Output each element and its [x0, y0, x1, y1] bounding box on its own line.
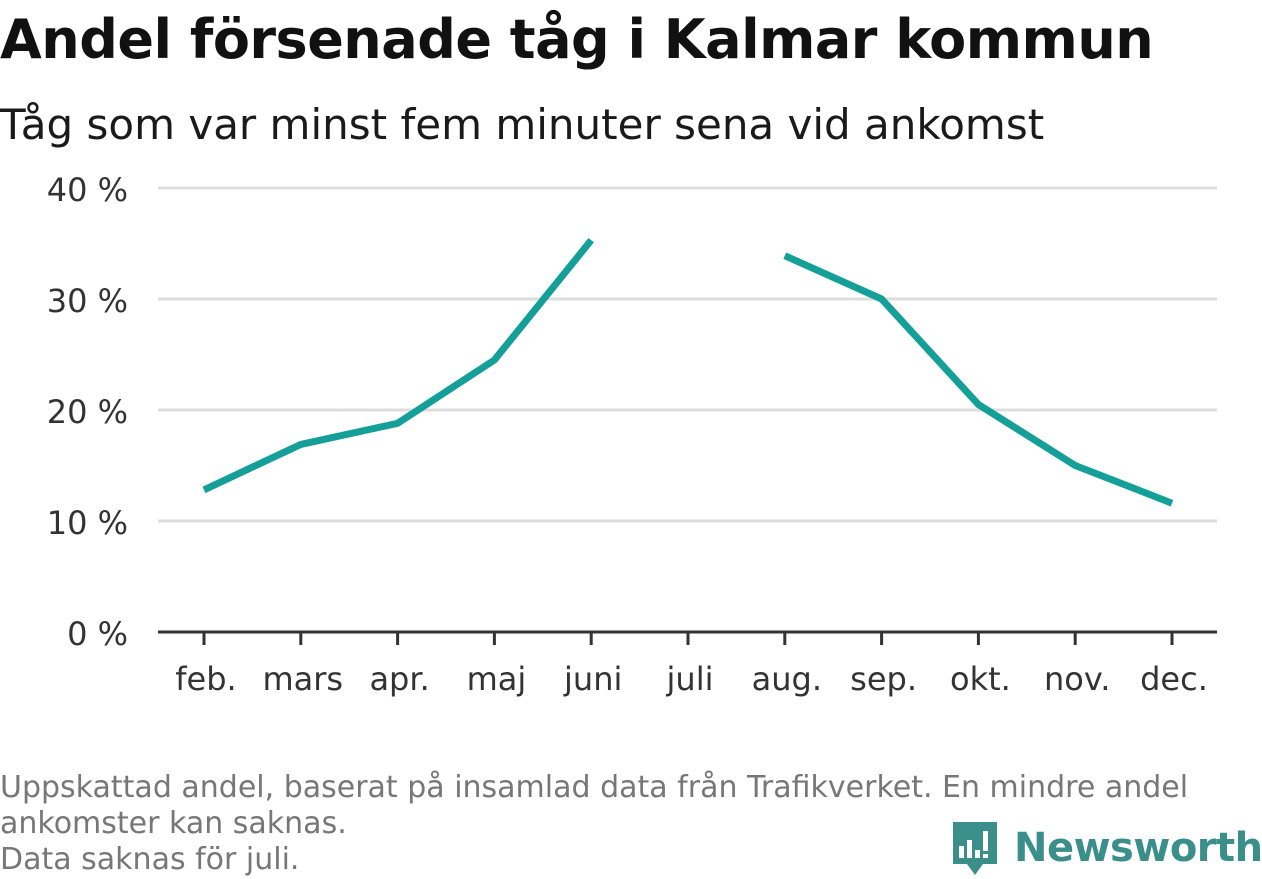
gridlines — [158, 186, 1217, 523]
footnote: Uppskattad andel, baserat på insamlad da… — [0, 770, 1250, 878]
x-tick-label: juli — [666, 660, 714, 698]
series-line — [202, 238, 594, 494]
line-chart: 0 % 10 % 20 % 30 % 40 % feb. mars apr. maj juni j… — [47, 171, 1217, 698]
y-tick-label: 10 % — [47, 504, 128, 542]
series-lines — [202, 238, 1174, 507]
x-tick-label: sep. — [850, 660, 917, 698]
y-tick-label: 40 % — [47, 171, 128, 209]
footnote-line-1: Uppskattad andel, baserat på insamlad da… — [0, 770, 1189, 805]
x-tick-label: mars — [262, 660, 343, 698]
x-tick-label: nov. — [1044, 660, 1110, 698]
footnote-line-3: Data saknas för juli. — [0, 842, 300, 877]
x-tick-label: juni — [563, 660, 622, 698]
newsworthy-logo: Newsworthy — [950, 818, 1262, 878]
x-axis: feb. mars apr. maj juni juli aug. sep. okt. nov. d… — [158, 630, 1217, 698]
y-tick-label: 0 % — [67, 615, 128, 653]
y-axis-tick-labels: 0 % 10 % 20 % 30 % 40 % — [47, 171, 128, 653]
x-tick-label: feb. — [175, 660, 236, 698]
y-tick-label: 30 % — [47, 282, 128, 320]
bar-chart-speech-bubble-icon — [953, 822, 997, 875]
x-tick-label: aug. — [752, 660, 822, 698]
x-tick-label: apr. — [369, 660, 429, 698]
y-tick-label: 20 % — [47, 393, 128, 431]
brand-name: Newsworthy — [1014, 825, 1262, 871]
x-tick-label: dec. — [1140, 660, 1208, 698]
footnote-line-2: ankomster kan saknas. — [0, 806, 347, 841]
x-tick-label: okt. — [950, 660, 1011, 698]
x-tick-label: maj — [467, 660, 527, 698]
chart-title: Andel försenade tåg i Kalmar kommun — [0, 8, 1154, 71]
series-line — [783, 252, 1174, 507]
chart-subtitle: Tåg som var minst fem minuter sena vid a… — [0, 100, 1045, 149]
